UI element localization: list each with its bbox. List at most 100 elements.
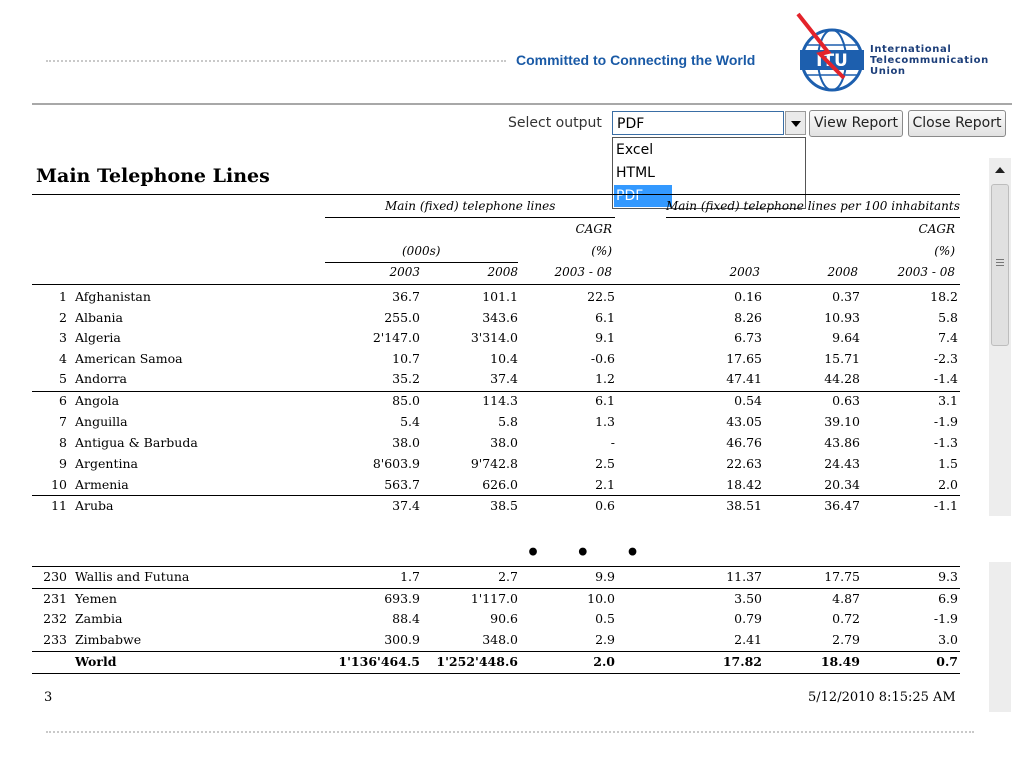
page-number: 3 — [44, 690, 53, 705]
row-lines-cagr: -0.6 — [590, 351, 615, 366]
itu-logo: ITU — [796, 12, 864, 92]
row-lines-2008: 114.3 — [482, 393, 518, 408]
cagr-header: CAGR — [575, 222, 612, 236]
cagr-header: CAGR — [918, 222, 955, 236]
row-rank: 233 — [43, 632, 67, 647]
view-report-button[interactable]: View Report — [809, 110, 903, 137]
row-rank: 3 — [59, 330, 67, 345]
row-country: Armenia — [75, 477, 129, 492]
row-lines-2008: 10.4 — [490, 351, 518, 366]
row-lines-2008: 38.5 — [490, 498, 518, 513]
row-lines-cagr: 9.1 — [595, 330, 615, 345]
vertical-scrollbar-lower[interactable] — [989, 562, 1011, 712]
scroll-up-arrow-icon[interactable] — [991, 160, 1009, 180]
row-per100-2008: 39.10 — [824, 414, 860, 429]
row-lines-2003: 563.7 — [384, 477, 420, 492]
row-lines-cagr: 0.6 — [595, 498, 615, 513]
row-per100-2003: 11.37 — [726, 569, 762, 584]
row-per100-2008: 44.28 — [824, 371, 860, 386]
row-per100-2008: 0.37 — [832, 289, 860, 304]
row-per100-2008: 36.47 — [824, 498, 860, 513]
rule — [32, 673, 960, 674]
row-per100-2003: 22.63 — [726, 456, 762, 471]
ellipsis: • • • — [526, 540, 654, 566]
row-lines-2008: 37.4 — [490, 371, 518, 386]
pct-header: (%) — [591, 244, 612, 258]
chevron-down-icon[interactable] — [785, 111, 806, 135]
row-per100-cagr: 3.0 — [938, 632, 958, 647]
row-country: American Samoa — [75, 351, 183, 366]
output-format-dropdown: Excel HTML PDF — [612, 137, 806, 209]
group-header-lines: Main (fixed) telephone lines — [385, 199, 556, 213]
row-per100-2008: 24.43 — [824, 456, 860, 471]
option-pdf[interactable]: PDF — [614, 185, 672, 207]
rule — [32, 284, 960, 285]
row-lines-2008: 343.6 — [482, 310, 518, 325]
year-header: 2003 — [389, 265, 420, 279]
row-lines-cagr: 2.1 — [595, 477, 615, 492]
row-country: Afghanistan — [75, 289, 151, 304]
row-lines-cagr: 9.9 — [595, 569, 615, 584]
row-country: Albania — [75, 310, 123, 325]
option-excel[interactable]: Excel — [616, 142, 654, 158]
row-per100-2003: 2.41 — [734, 632, 762, 647]
timestamp: 5/12/2010 8:15:25 AM — [808, 690, 956, 705]
row-country: Aruba — [75, 498, 114, 513]
select-output-label: Select output — [508, 115, 602, 131]
row-per100-cagr: -1.3 — [933, 435, 958, 450]
row-rank: 6 — [59, 393, 67, 408]
year-header: 2008 — [827, 265, 858, 279]
row-per100-2003: 18.42 — [726, 477, 762, 492]
row-per100-2008: 2.79 — [832, 632, 860, 647]
rule — [32, 651, 960, 652]
row-lines-2003: 255.0 — [384, 310, 420, 325]
header-rule — [32, 103, 1012, 105]
row-per100-2008: 4.87 — [832, 591, 860, 606]
row-lines-cagr: 2.5 — [595, 456, 615, 471]
row-per100-2008: 9.64 — [832, 330, 860, 345]
row-per100-2003: 43.05 — [726, 414, 762, 429]
row-per100-cagr: 5.8 — [938, 310, 958, 325]
row-rank: 231 — [43, 591, 67, 606]
row-country: Yemen — [75, 591, 117, 606]
row-per100-cagr: -1.4 — [933, 371, 958, 386]
row-lines-2003: 8'603.9 — [372, 456, 420, 471]
row-rank: 4 — [59, 351, 67, 366]
row-lines-cagr: 1.2 — [595, 371, 615, 386]
row-lines-2008: 38.0 — [490, 435, 518, 450]
org-name-line: Telecommunication — [870, 55, 989, 66]
row-country: Algeria — [75, 330, 121, 345]
row-per100-2003: 0.16 — [734, 289, 762, 304]
year-header: 2008 — [487, 265, 518, 279]
row-lines-2008: 5.8 — [498, 414, 518, 429]
row-per100-2003: 8.26 — [734, 310, 762, 325]
rule — [666, 217, 960, 218]
output-format-select[interactable]: PDF — [612, 111, 784, 135]
close-report-button[interactable]: Close Report — [908, 110, 1006, 137]
rule — [32, 194, 960, 195]
row-lines-2008: 626.0 — [482, 477, 518, 492]
option-html[interactable]: HTML — [616, 165, 655, 181]
scrollbar-thumb[interactable] — [991, 184, 1009, 346]
row-lines-cagr: 2.9 — [595, 632, 615, 647]
row-lines-2003: 38.0 — [392, 435, 420, 450]
row-lines-cagr: 6.1 — [595, 393, 615, 408]
row-lines-2003: 35.2 — [392, 371, 420, 386]
row-lines-2003: 1'136'464.5 — [338, 654, 420, 669]
year-header: 2003 — [729, 265, 760, 279]
row-lines-2003: 10.7 — [392, 351, 420, 366]
row-per100-2008: 43.86 — [824, 435, 860, 450]
org-name-line: International — [870, 44, 952, 55]
row-country: World — [75, 654, 117, 669]
row-per100-2003: 47.41 — [726, 371, 762, 386]
row-lines-2003: 300.9 — [384, 632, 420, 647]
tagline: Committed to Connecting the World — [516, 52, 756, 68]
row-rank: 5 — [59, 371, 67, 386]
row-per100-cagr: -1.1 — [933, 498, 958, 513]
row-per100-2008: 20.34 — [824, 477, 860, 492]
rule — [32, 391, 960, 392]
row-per100-2003: 6.73 — [734, 330, 762, 345]
row-country: Anguilla — [75, 414, 128, 429]
row-rank: 10 — [51, 477, 67, 492]
row-lines-2008: 90.6 — [490, 611, 518, 626]
